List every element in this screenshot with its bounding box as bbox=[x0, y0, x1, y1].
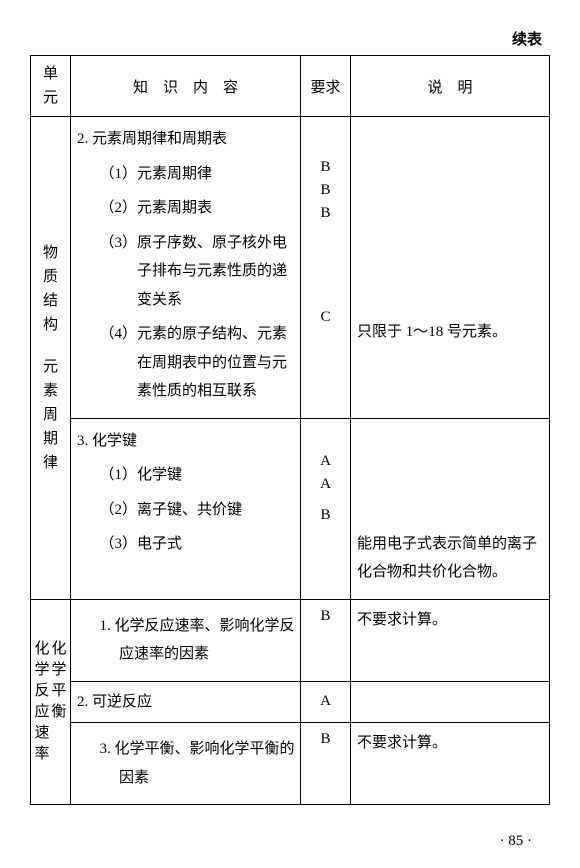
unit2-row3-note: 不要求计算。 bbox=[351, 723, 550, 805]
unit2-label-b: 化学平衡 bbox=[52, 639, 67, 765]
unit2-row3-content: 3. 化学平衡、影响化学平衡的因素 bbox=[71, 723, 301, 805]
table-row: 物质结构 元素周期律 2. 元素周期律和周期表 （1）元素周期律 （2）元素周期… bbox=[31, 117, 550, 419]
section3-req: A A B bbox=[301, 418, 351, 599]
unit2-row1-content: 1. 化学反应速率、影响化学反应速率的因素 bbox=[71, 599, 301, 681]
section2-item-4: （4）元素的原子结构、元素在周期表中的位置与元素性质的相互联系 bbox=[115, 320, 297, 406]
header-content: 知 识 内 容 bbox=[71, 56, 301, 117]
unit2-row2-content: 2. 可逆反应 bbox=[71, 681, 301, 723]
section2-item-3: （3）原子序数、原子核外电子排布与元素性质的递变关系 bbox=[115, 229, 297, 315]
section3-content: 3. 化学键 （1）化学键 （2）离子键、共价键 （3）电子式 bbox=[71, 418, 301, 599]
table-row: 3. 化学键 （1）化学键 （2）离子键、共价键 （3）电子式 A A B 能用… bbox=[31, 418, 550, 599]
section2-item-1: （1）元素周期律 bbox=[115, 160, 297, 189]
section3-note: 能用电子式表示简单的离子化合物和共价化合物。 bbox=[351, 418, 550, 599]
section3-item-3: （3）电子式 bbox=[115, 530, 297, 559]
syllabus-table: 单元 知 识 内 容 要求 说 明 物质结构 元素周期律 2. 元素周期律和周期… bbox=[30, 55, 550, 805]
section3-note-3: 能用电子式表示简单的离子化合物和共价化合物。 bbox=[357, 530, 543, 587]
unit2-row2-note bbox=[351, 681, 550, 723]
section2-req: B B B C bbox=[301, 117, 351, 419]
section2-content: 2. 元素周期律和周期表 （1）元素周期律 （2）元素周期表 （3）原子序数、原… bbox=[71, 117, 301, 419]
unit2-row3-req: B bbox=[301, 723, 351, 805]
unit2-row1-note: 不要求计算。 bbox=[351, 599, 550, 681]
page-number: · 85 · bbox=[500, 833, 533, 850]
section2-note-4: 只限于 1～18 号元素。 bbox=[357, 318, 543, 347]
table-row: 2. 可逆反应 A bbox=[31, 681, 550, 723]
section3-title: 3. 化学键 bbox=[77, 427, 296, 456]
header-requirement: 要求 bbox=[301, 56, 351, 117]
section3-item-1: （1）化学键 bbox=[115, 461, 297, 490]
header-note: 说 明 bbox=[351, 56, 550, 117]
unit2-label-a: 化学反应速率 bbox=[35, 639, 50, 765]
table-row: 3. 化学平衡、影响化学平衡的因素 B 不要求计算。 bbox=[31, 723, 550, 805]
unit2-row1-req: B bbox=[301, 599, 351, 681]
unit-cell-2: 化学反应速率 化学平衡 bbox=[31, 599, 71, 805]
page-container: 续表 单元 知 识 内 容 要求 说 明 物质结构 元素周期律 2. 元素周期律… bbox=[0, 0, 580, 805]
section2-title: 2. 元素周期律和周期表 bbox=[77, 125, 296, 154]
section2-note: 只限于 1～18 号元素。 bbox=[351, 117, 550, 419]
unit1-label-a: 物质结构 bbox=[43, 241, 58, 337]
header-unit: 单元 bbox=[31, 56, 71, 117]
unit2-row2-req: A bbox=[301, 681, 351, 723]
section3-item-2: （2）离子键、共价键 bbox=[115, 496, 297, 525]
unit-cell-1: 物质结构 元素周期律 bbox=[31, 117, 71, 600]
table-header-row: 单元 知 识 内 容 要求 说 明 bbox=[31, 56, 550, 117]
unit1-label-b: 元素周期律 bbox=[43, 355, 58, 475]
section2-item-2: （2）元素周期表 bbox=[115, 194, 297, 223]
table-row: 化学反应速率 化学平衡 1. 化学反应速率、影响化学反应速率的因素 B 不要求计… bbox=[31, 599, 550, 681]
continued-label: 续表 bbox=[30, 28, 550, 49]
